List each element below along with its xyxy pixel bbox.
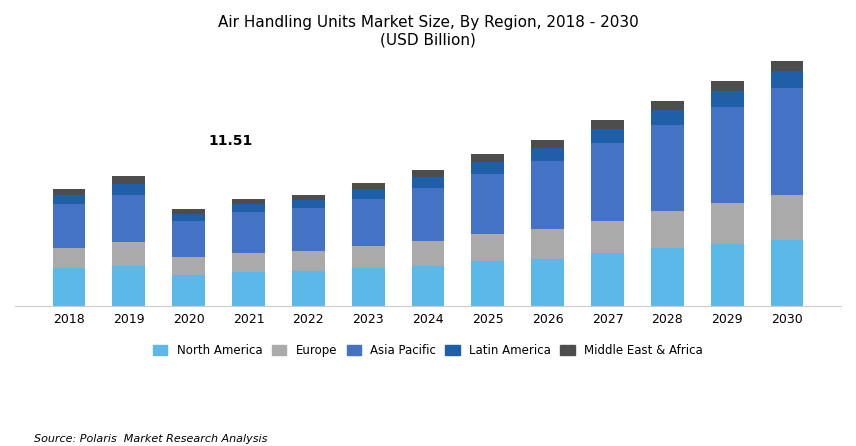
Bar (112, 242, 146, 265)
Bar (472, 162, 504, 174)
Bar (352, 183, 384, 189)
Bar (532, 259, 564, 306)
Bar (591, 143, 624, 221)
Bar (532, 140, 564, 149)
Bar (292, 208, 324, 251)
Bar (710, 203, 744, 244)
Bar (710, 81, 744, 91)
Bar (591, 120, 624, 129)
Bar (172, 209, 205, 214)
Bar (52, 248, 86, 268)
Bar (112, 176, 146, 184)
Bar (352, 199, 384, 247)
Bar (352, 247, 384, 268)
Bar (770, 194, 804, 240)
Bar (651, 211, 684, 248)
Bar (532, 149, 564, 161)
Title: Air Handling Units Market Size, By Region, 2018 - 2030
(USD Billion): Air Handling Units Market Size, By Regio… (217, 15, 639, 47)
Bar (352, 268, 384, 306)
Bar (172, 257, 205, 275)
Bar (532, 161, 564, 229)
Bar (292, 200, 324, 208)
Bar (112, 265, 146, 306)
Bar (770, 70, 804, 88)
Bar (472, 154, 504, 162)
Bar (710, 107, 744, 203)
Bar (172, 221, 205, 257)
Bar (472, 234, 504, 261)
Bar (412, 241, 444, 265)
Bar (710, 91, 744, 107)
Bar (770, 60, 804, 70)
Bar (112, 184, 146, 194)
Bar (352, 189, 384, 199)
Bar (472, 174, 504, 234)
Bar (172, 214, 205, 221)
Text: Source: Polaris  Market Research Analysis: Source: Polaris Market Research Analysis (34, 434, 268, 443)
Bar (472, 261, 504, 306)
Bar (412, 265, 444, 306)
Bar (112, 194, 146, 242)
Bar (52, 189, 86, 194)
Bar (172, 275, 205, 306)
Text: 11.51: 11.51 (208, 134, 253, 148)
Bar (52, 204, 86, 248)
Bar (770, 240, 804, 306)
Bar (232, 212, 265, 253)
Bar (292, 194, 324, 200)
Bar (651, 101, 684, 110)
Bar (651, 248, 684, 306)
Bar (651, 125, 684, 211)
Bar (232, 273, 265, 306)
Bar (651, 110, 684, 125)
Bar (591, 129, 624, 143)
Legend: North America, Europe, Asia Pacific, Latin America, Middle East & Africa: North America, Europe, Asia Pacific, Lat… (149, 339, 707, 362)
Bar (52, 268, 86, 306)
Bar (591, 221, 624, 253)
Bar (52, 194, 86, 204)
Bar (591, 253, 624, 306)
Bar (770, 88, 804, 194)
Bar (412, 170, 444, 177)
Bar (232, 253, 265, 273)
Bar (232, 204, 265, 212)
Bar (292, 251, 324, 271)
Bar (412, 177, 444, 188)
Bar (710, 244, 744, 306)
Bar (412, 188, 444, 241)
Bar (532, 229, 564, 259)
Bar (232, 198, 265, 204)
Bar (292, 271, 324, 306)
